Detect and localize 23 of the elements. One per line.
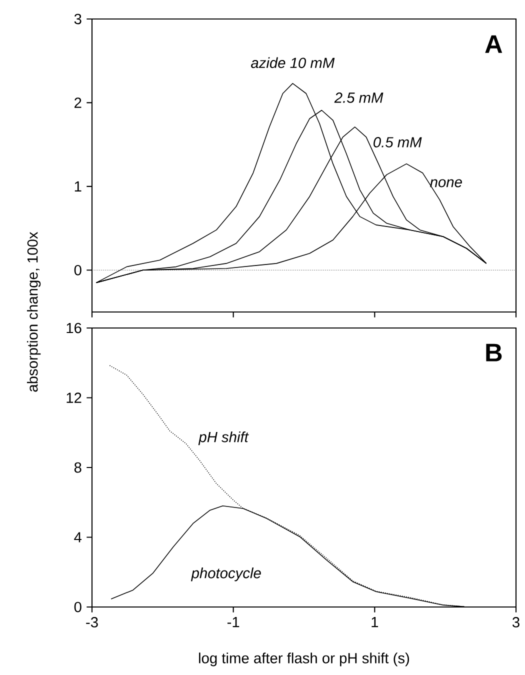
x-tick-label: 1 <box>372 617 378 628</box>
x-tick-label: 3 <box>512 617 520 628</box>
y-tick-label: 12 <box>66 392 82 403</box>
y-tick-label: 8 <box>74 462 82 473</box>
x-axis-title: log time after flash or pH shift (s) <box>199 652 410 666</box>
series-label: pH shift <box>198 431 249 446</box>
series-label: 2.5 mM <box>334 92 384 103</box>
y-axis-title: absorption change, 100x <box>26 232 41 392</box>
y-tick-label: 1 <box>74 181 82 192</box>
series-label: photocycle <box>190 568 261 582</box>
series-label: none <box>430 179 462 188</box>
y-tick-label: 0 <box>74 264 82 276</box>
x-tick-label: -1 <box>227 617 240 628</box>
y-tick-label: 2 <box>74 98 82 108</box>
series-label: azide 10 mM <box>251 57 335 68</box>
x-tick-label: -3 <box>86 617 98 628</box>
y-tick-label: 16 <box>66 322 82 334</box>
y-tick-label: 4 <box>74 532 82 542</box>
y-tick-label: 0 <box>74 602 82 612</box>
annotation: A <box>485 35 502 53</box>
y-tick-label: 3 <box>74 14 82 24</box>
annotation: B <box>486 344 502 362</box>
series-label: 0.5 mM <box>374 137 422 148</box>
